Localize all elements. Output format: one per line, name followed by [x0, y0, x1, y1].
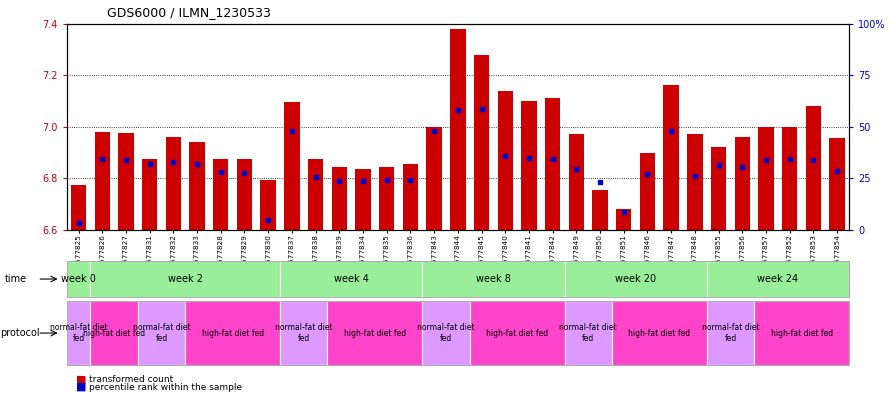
- Text: high-fat diet fed: high-fat diet fed: [486, 329, 549, 338]
- Text: week 8: week 8: [476, 274, 511, 284]
- Bar: [805, 106, 821, 230]
- Bar: [236, 159, 252, 230]
- Bar: [829, 138, 845, 230]
- Text: week 0: week 0: [61, 274, 96, 284]
- Bar: [711, 147, 726, 230]
- Bar: [165, 137, 181, 230]
- Bar: [758, 127, 773, 230]
- Bar: [94, 132, 110, 230]
- Text: normal-fat diet
fed: normal-fat diet fed: [417, 323, 475, 343]
- Bar: [118, 133, 133, 230]
- Text: protocol: protocol: [0, 328, 40, 338]
- Bar: [640, 152, 655, 230]
- Bar: [260, 180, 276, 230]
- Bar: [213, 159, 228, 230]
- Text: normal-fat diet
fed: normal-fat diet fed: [275, 323, 332, 343]
- Text: week 4: week 4: [333, 274, 369, 284]
- Bar: [616, 209, 631, 230]
- Bar: [734, 137, 750, 230]
- Text: week 2: week 2: [168, 274, 203, 284]
- Bar: [782, 127, 797, 230]
- Bar: [498, 91, 513, 230]
- Text: week 24: week 24: [757, 274, 798, 284]
- Bar: [450, 29, 466, 230]
- Text: time: time: [4, 274, 27, 284]
- Text: high-fat diet fed: high-fat diet fed: [344, 329, 406, 338]
- Bar: [687, 134, 702, 230]
- Bar: [332, 167, 347, 230]
- Bar: [284, 102, 300, 230]
- Bar: [189, 142, 204, 230]
- Bar: [379, 167, 395, 230]
- Text: high-fat diet fed: high-fat diet fed: [771, 329, 833, 338]
- Bar: [663, 86, 679, 230]
- Text: high-fat diet fed: high-fat diet fed: [202, 329, 264, 338]
- Text: normal-fat diet
fed: normal-fat diet fed: [50, 323, 108, 343]
- Bar: [356, 169, 371, 230]
- Bar: [427, 127, 442, 230]
- Text: transformed count: transformed count: [89, 375, 173, 384]
- Text: percentile rank within the sample: percentile rank within the sample: [89, 383, 242, 391]
- Text: high-fat diet fed: high-fat diet fed: [629, 329, 691, 338]
- Text: high-fat diet fed: high-fat diet fed: [83, 329, 145, 338]
- Text: normal-fat diet
fed: normal-fat diet fed: [132, 323, 190, 343]
- Text: week 20: week 20: [615, 274, 656, 284]
- Bar: [545, 98, 560, 230]
- Text: GDS6000 / ILMN_1230533: GDS6000 / ILMN_1230533: [107, 6, 270, 19]
- Text: ■: ■: [76, 382, 86, 392]
- Text: normal-fat diet
fed: normal-fat diet fed: [559, 323, 617, 343]
- Bar: [474, 55, 489, 230]
- Bar: [403, 164, 418, 230]
- Bar: [592, 190, 608, 230]
- Bar: [142, 159, 157, 230]
- Bar: [308, 159, 324, 230]
- Bar: [521, 101, 537, 230]
- Text: ■: ■: [76, 374, 86, 384]
- Text: normal-fat diet
fed: normal-fat diet fed: [701, 323, 759, 343]
- Bar: [569, 134, 584, 230]
- Bar: [71, 185, 86, 230]
